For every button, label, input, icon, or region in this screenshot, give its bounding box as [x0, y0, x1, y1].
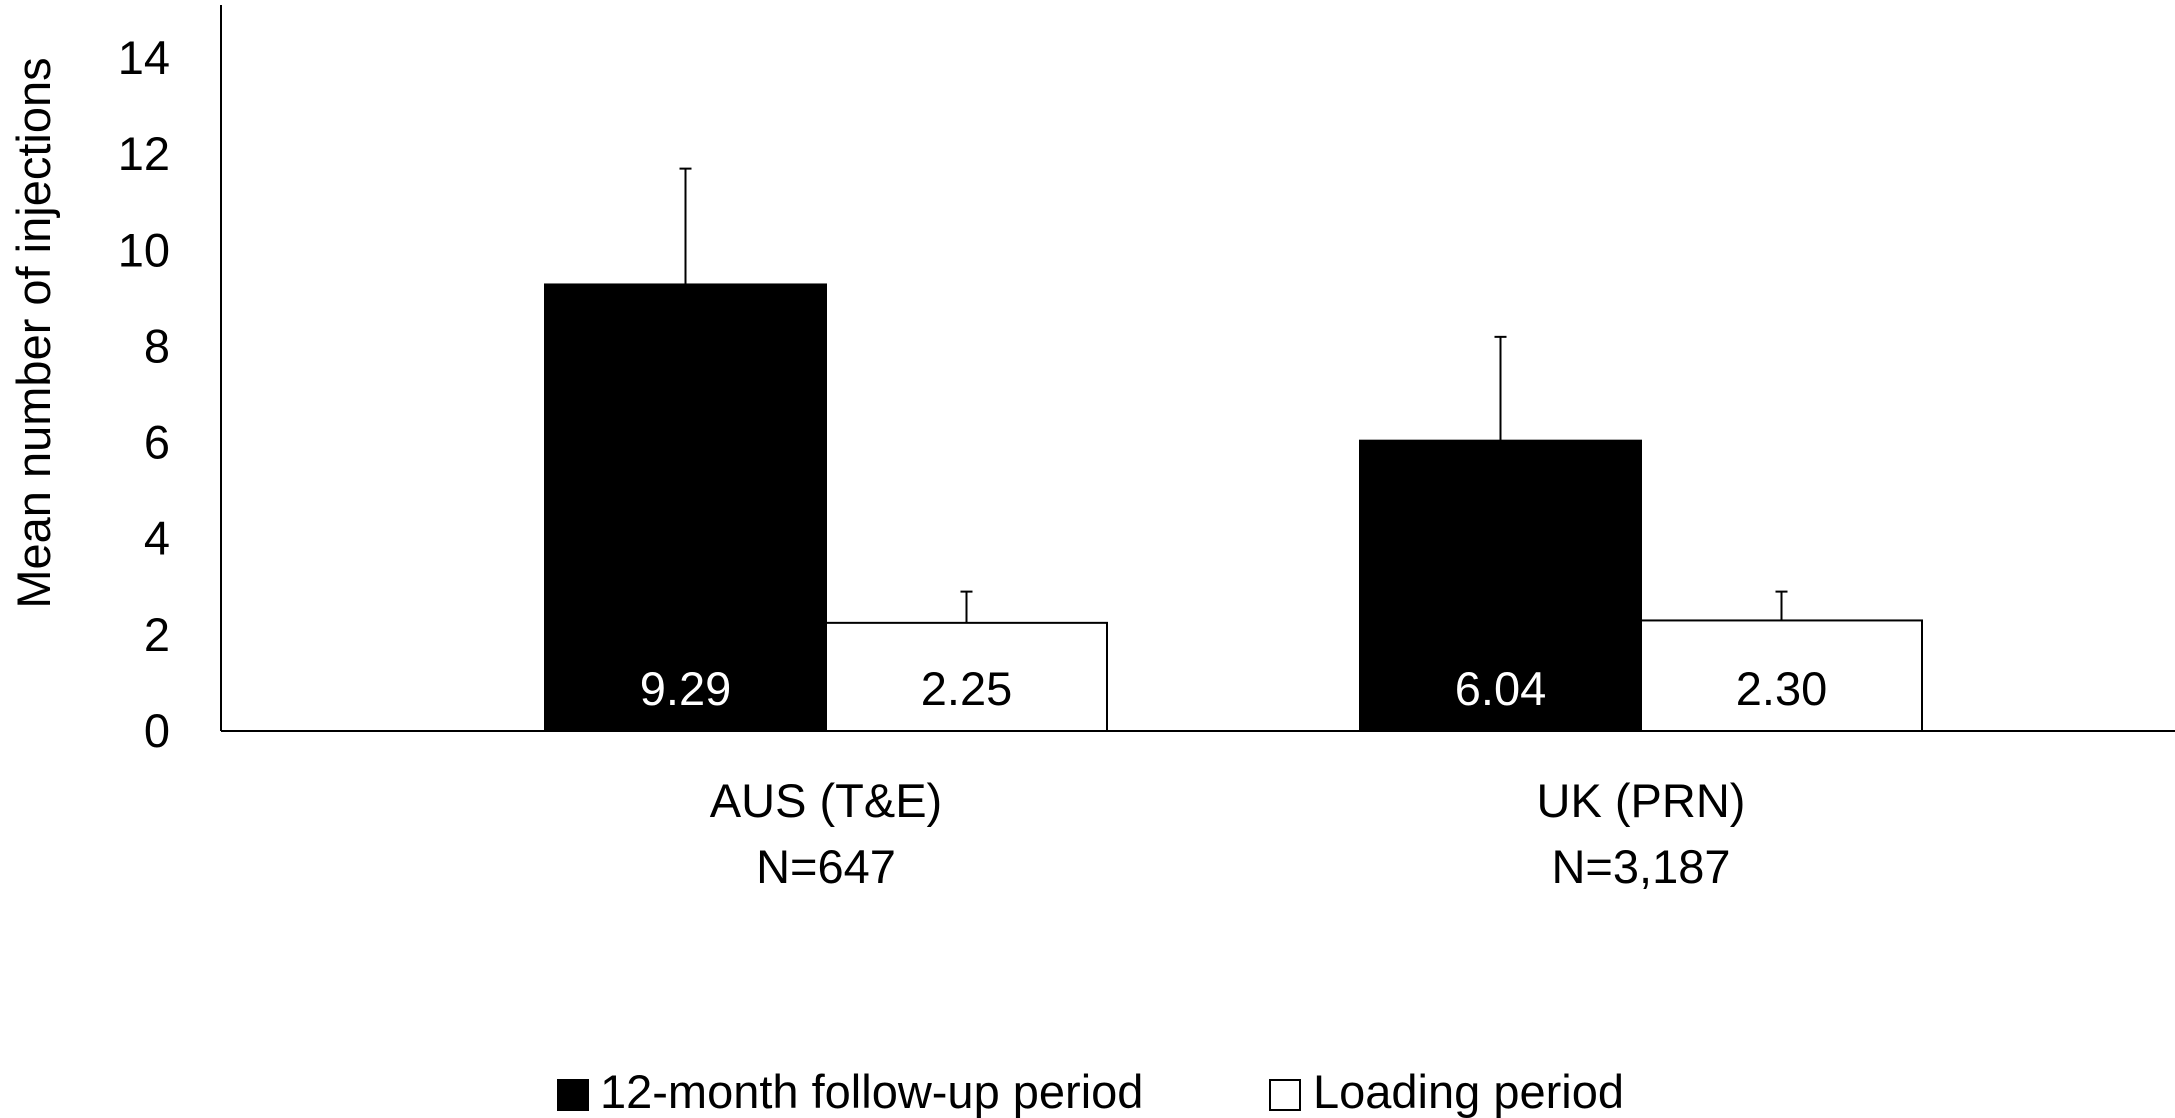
data-label: 2.30 [1736, 662, 1827, 715]
error-bars [679, 167, 1788, 623]
legend-label: 12-month follow-up period [600, 1065, 1143, 1118]
x-tick-label: UK (PRN) [1537, 774, 1746, 827]
x-axis-labels: AUS (T&E) N=647 UK (PRN) N=3,187 [710, 774, 1746, 893]
bar [825, 621, 1108, 732]
value-labels: 9.29 2.25 6.04 2.30 [640, 662, 1827, 715]
data-label: 6.04 [1455, 662, 1546, 715]
legend: 12-month follow-up period Loading period [557, 1065, 1624, 1118]
data-label: 9.29 [640, 662, 731, 715]
y-axis-ticks: 0 2 4 6 8 10 12 14 [118, 31, 170, 757]
y-axis-title: Mean number of injections [7, 57, 60, 608]
legend-swatch [557, 1079, 589, 1111]
legend-swatch [1269, 1079, 1301, 1111]
y-tick-label: 4 [144, 512, 170, 565]
y-tick-label: 0 [144, 704, 170, 757]
y-tick-label: 14 [118, 31, 170, 84]
bars [544, 283, 1923, 732]
y-tick-label: 8 [144, 319, 170, 372]
y-tick-label: 10 [118, 223, 170, 276]
legend-label: Loading period [1313, 1065, 1624, 1118]
bar [1640, 619, 1923, 732]
x-tick-label: N=3,187 [1551, 840, 1730, 893]
data-label: 2.25 [921, 662, 1012, 715]
y-tick-label: 2 [144, 608, 170, 661]
x-tick-label: AUS (T&E) [710, 774, 942, 827]
bar [544, 283, 827, 732]
y-tick-label: 12 [118, 127, 170, 180]
x-tick-label: N=647 [756, 840, 896, 893]
y-tick-label: 6 [144, 416, 170, 469]
